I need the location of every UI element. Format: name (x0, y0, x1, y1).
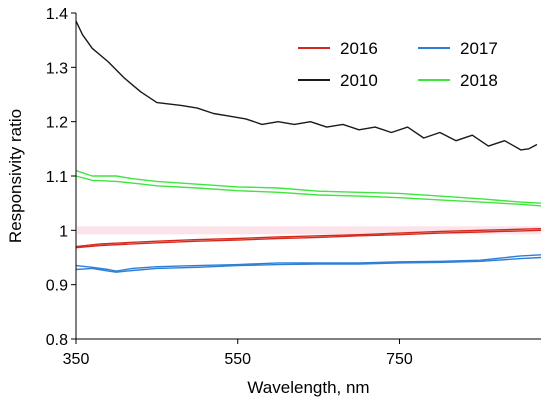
y-tick-label: 0.9 (46, 278, 68, 295)
legend-label-2017: 2017 (460, 39, 498, 58)
x-tick-label: 550 (224, 351, 251, 368)
x-ticks: 350 550 750 (63, 339, 413, 368)
series-line-2010 (75, 20, 538, 151)
x-tick-label: 750 (386, 351, 413, 368)
y-tick-label: 0.8 (46, 332, 68, 349)
y-tick-label: 1.1 (46, 169, 68, 186)
axes-layer (75, 13, 541, 340)
y-tick-label: 1.2 (46, 115, 68, 132)
reference-band (77, 226, 541, 235)
legend: 2016 2017 2010 2018 (298, 39, 498, 90)
series-line-2016 (75, 228, 542, 248)
series-line-2018 (75, 175, 542, 207)
y-tick-label: 1.4 (46, 6, 68, 23)
y-ticks: 0.8 0.9 1 1.1 1.2 1.3 1.4 (46, 6, 76, 349)
x-axis-label: Wavelength, nm (247, 378, 369, 397)
y-tick-label: 1 (59, 223, 68, 240)
legend-label-2010: 2010 (340, 71, 378, 90)
y-tick-label: 1.3 (46, 60, 68, 77)
series-line-2017 (75, 256, 542, 273)
series-line-2017 (75, 254, 542, 272)
x-tick-label: 350 (63, 351, 90, 368)
y-axis-label: Responsivity ratio (6, 109, 25, 243)
legend-label-2018: 2018 (460, 71, 498, 90)
legend-label-2016: 2016 (340, 39, 378, 58)
series-layer (75, 20, 542, 273)
series-line-2018 (75, 169, 542, 204)
series-line-2016 (75, 229, 542, 249)
